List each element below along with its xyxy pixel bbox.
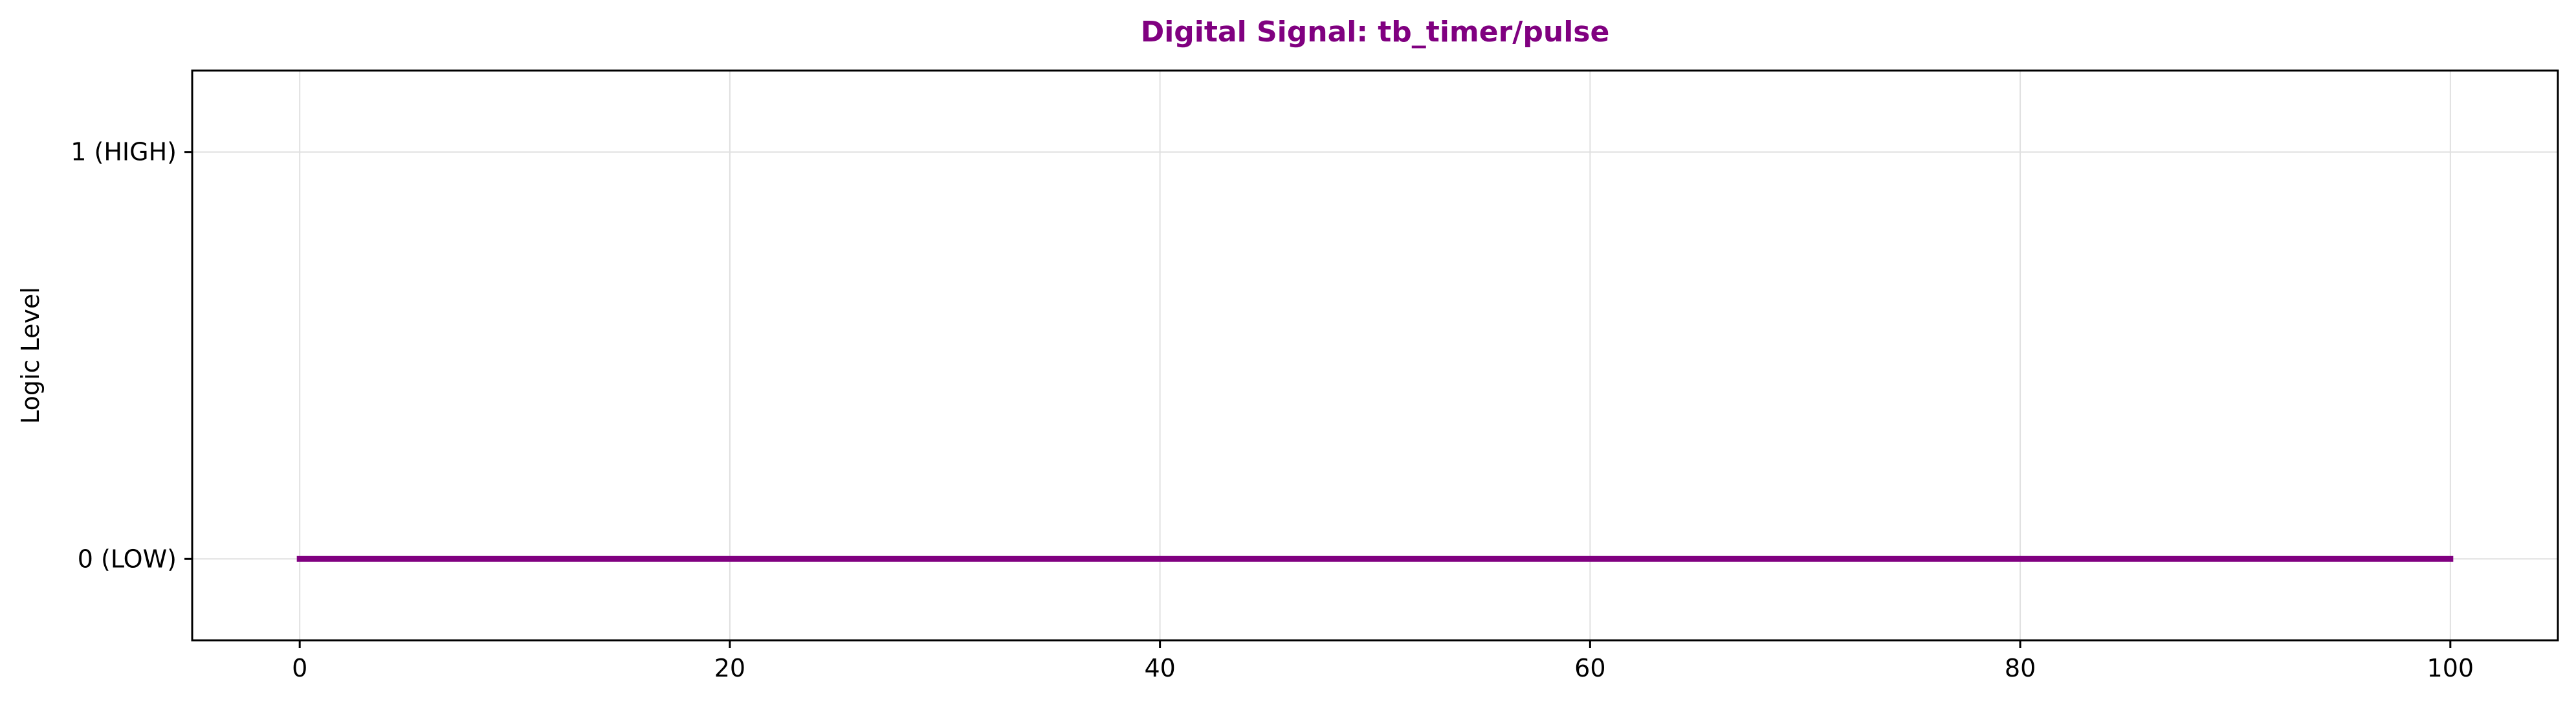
y-axis-ticks: 0 (LOW) 1 (HIGH): [71, 138, 192, 573]
x-axis-ticks: 0 20 40 60 80 100: [292, 640, 2474, 682]
plot-area-frame: [191, 69, 2559, 642]
y-tick-label: 0 (LOW): [78, 544, 177, 573]
chart-title: Digital Signal: tb_timer/pulse: [1141, 16, 1610, 49]
x-tick-label: 40: [1144, 654, 1175, 682]
x-tick-label: 20: [714, 654, 745, 682]
x-tick-label: 100: [2427, 654, 2474, 682]
x-tick-label: 60: [1574, 654, 1605, 682]
x-tick-label: 80: [2005, 654, 2036, 682]
y-axis-label: Logic Level: [16, 287, 45, 424]
y-tick-label: 1 (HIGH): [71, 138, 177, 166]
x-tick-label: 0: [292, 654, 307, 682]
